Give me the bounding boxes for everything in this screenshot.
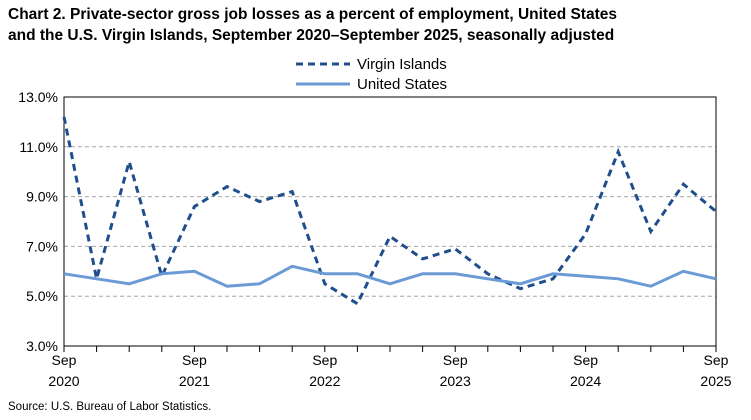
x-tick-label-year: 2025 (700, 373, 731, 389)
chart-title-line-2: and the U.S. Virgin Islands, September 2… (8, 27, 615, 44)
y-tick-label: 3.0% (26, 338, 58, 354)
source-note: Source: U.S. Bureau of Labor Statistics. (8, 401, 212, 413)
x-tick-label-month: Sep (52, 352, 77, 368)
y-tick-label: 7.0% (26, 238, 58, 254)
line-chart: 3.0% 5.0% 7.0% 9.0% 11.0% 13.0% Sep 2020 Sep 2021… (18, 56, 731, 389)
x-tick-label-year: 2020 (48, 373, 79, 389)
legend-label: United States (357, 76, 447, 93)
x-tick-label-year: 2024 (570, 373, 601, 389)
legend-label: Virgin Islands (357, 56, 447, 73)
x-tick-label-month: Sep (312, 352, 337, 368)
chart-title: Chart 2. Private-sector gross job losses… (8, 4, 748, 46)
plot-area-border (63, 96, 717, 347)
x-tick-label-month: Sep (704, 352, 729, 368)
series-line-virgin-islands (62, 116, 717, 306)
x-tick-label-month: Sep (182, 352, 207, 368)
x-tick-label-year: 2021 (179, 373, 210, 389)
chart-title-line-1: Chart 2. Private-sector gross job losses… (8, 6, 617, 23)
x-tick-label-year: 2023 (440, 373, 471, 389)
y-tick-label: 9.0% (26, 189, 58, 205)
x-tick-label-month: Sep (443, 352, 468, 368)
y-tick-label: 13.0% (18, 89, 58, 105)
x-tick-label-year: 2022 (309, 373, 340, 389)
y-tick-label: 11.0% (19, 139, 58, 155)
x-tick-label-month: Sep (573, 352, 598, 368)
y-tick-label: 5.0% (26, 288, 58, 304)
